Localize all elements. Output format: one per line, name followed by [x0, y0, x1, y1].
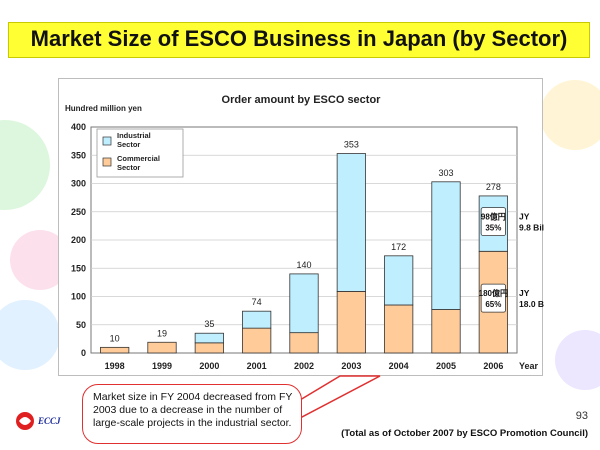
- page-number: 93: [575, 410, 588, 422]
- total-label-2002: 140: [296, 260, 311, 270]
- total-label-2005: 303: [438, 168, 453, 178]
- y-tick-label: 250: [71, 207, 86, 217]
- x-axis-label: Year: [519, 361, 539, 371]
- legend-label-industrial-2: Sector: [117, 140, 140, 149]
- annotation-jp-0: 98億円: [481, 212, 506, 222]
- x-tick-label: 1998: [105, 361, 125, 371]
- annotation-en1-1: JY: [519, 288, 530, 298]
- decor-bubble: [555, 330, 600, 390]
- total-label-2003: 353: [344, 140, 359, 150]
- annotation-en2-1: 18.0 Billion: [519, 299, 544, 309]
- chart-frame: Order amount by ESCO sector Hundred milli…: [58, 78, 544, 376]
- decor-bubble: [0, 300, 60, 370]
- annotation-pct-0: 35%: [485, 224, 501, 233]
- title-bar: Market Size of ESCO Business in Japan (b…: [8, 22, 590, 58]
- y-tick-label: 50: [76, 320, 86, 330]
- total-label-2004: 172: [391, 242, 406, 252]
- bar-commercial-2005: [431, 309, 461, 354]
- annotation-en1-0: JY: [519, 212, 530, 222]
- chart-title: Order amount by ESCO sector: [222, 94, 382, 106]
- legend-label-commercial-2: Sector: [117, 163, 140, 172]
- bar-industrial-2005: [431, 181, 461, 310]
- bar-commercial-2003: [336, 291, 366, 354]
- chart: Order amount by ESCO sector Hundred milli…: [65, 94, 544, 371]
- annotation-box-1: [480, 283, 506, 313]
- y-tick-label: 400: [71, 122, 86, 132]
- y-tick-label: 200: [71, 235, 86, 245]
- annotation-en2-0: 9.8 Billion: [519, 223, 544, 233]
- bar-industrial-2003: [336, 153, 366, 292]
- page-title: Market Size of ESCO Business in Japan (b…: [30, 26, 568, 51]
- y-tick-label: 350: [71, 150, 86, 160]
- logo-text: ECCJ: [38, 416, 61, 426]
- y-axis-label: Hundred million yen: [65, 104, 142, 113]
- x-tick-label: 2005: [436, 361, 456, 371]
- x-tick-label: 2001: [247, 361, 267, 371]
- total-label-2000: 35: [204, 319, 214, 329]
- legend-swatch-industrial: [102, 136, 112, 146]
- y-tick-label: 300: [71, 179, 86, 189]
- x-tick-label: 1999: [152, 361, 172, 371]
- bar-commercial-1999: [147, 341, 177, 354]
- legend-label-commercial-1: Commercial: [117, 154, 160, 163]
- bar-industrial-2001: [242, 310, 272, 329]
- decor-bubble: [540, 80, 600, 150]
- x-tick-label: 2003: [341, 361, 361, 371]
- annotation-jp-1: 180億円: [479, 288, 508, 298]
- total-label-2001: 74: [252, 297, 262, 307]
- note-callout: Market size in FY 2004 decreased from FY…: [82, 384, 302, 444]
- bar-commercial-2004: [384, 304, 414, 354]
- x-tick-label: 2004: [389, 361, 409, 371]
- y-tick-label: 100: [71, 292, 86, 302]
- bar-commercial-1998: [100, 346, 130, 354]
- bar-commercial-2001: [242, 327, 272, 354]
- x-tick-label: 2000: [199, 361, 219, 371]
- annotation-pct-1: 65%: [485, 300, 501, 309]
- total-label-1998: 10: [110, 333, 120, 343]
- bar-industrial-2000: [194, 332, 224, 344]
- x-tick-label: 2006: [483, 361, 503, 371]
- legend-swatch-commercial: [102, 157, 112, 167]
- y-tick-label: 150: [71, 263, 86, 273]
- x-tick-label: 2002: [294, 361, 314, 371]
- annotation-box-0: [480, 207, 506, 237]
- logo-icon: [16, 412, 34, 430]
- eccj-logo: ECCJ: [14, 410, 61, 436]
- bar-industrial-2004: [384, 255, 414, 306]
- total-label-2006: 278: [486, 182, 501, 192]
- bar-industrial-2002: [289, 273, 319, 334]
- legend-label-industrial-1: Industrial: [117, 131, 151, 140]
- total-label-1999: 19: [157, 328, 167, 338]
- source-note: (Total as of October 2007 by ESCO Promot…: [341, 428, 588, 439]
- y-tick-label: 0: [81, 348, 86, 358]
